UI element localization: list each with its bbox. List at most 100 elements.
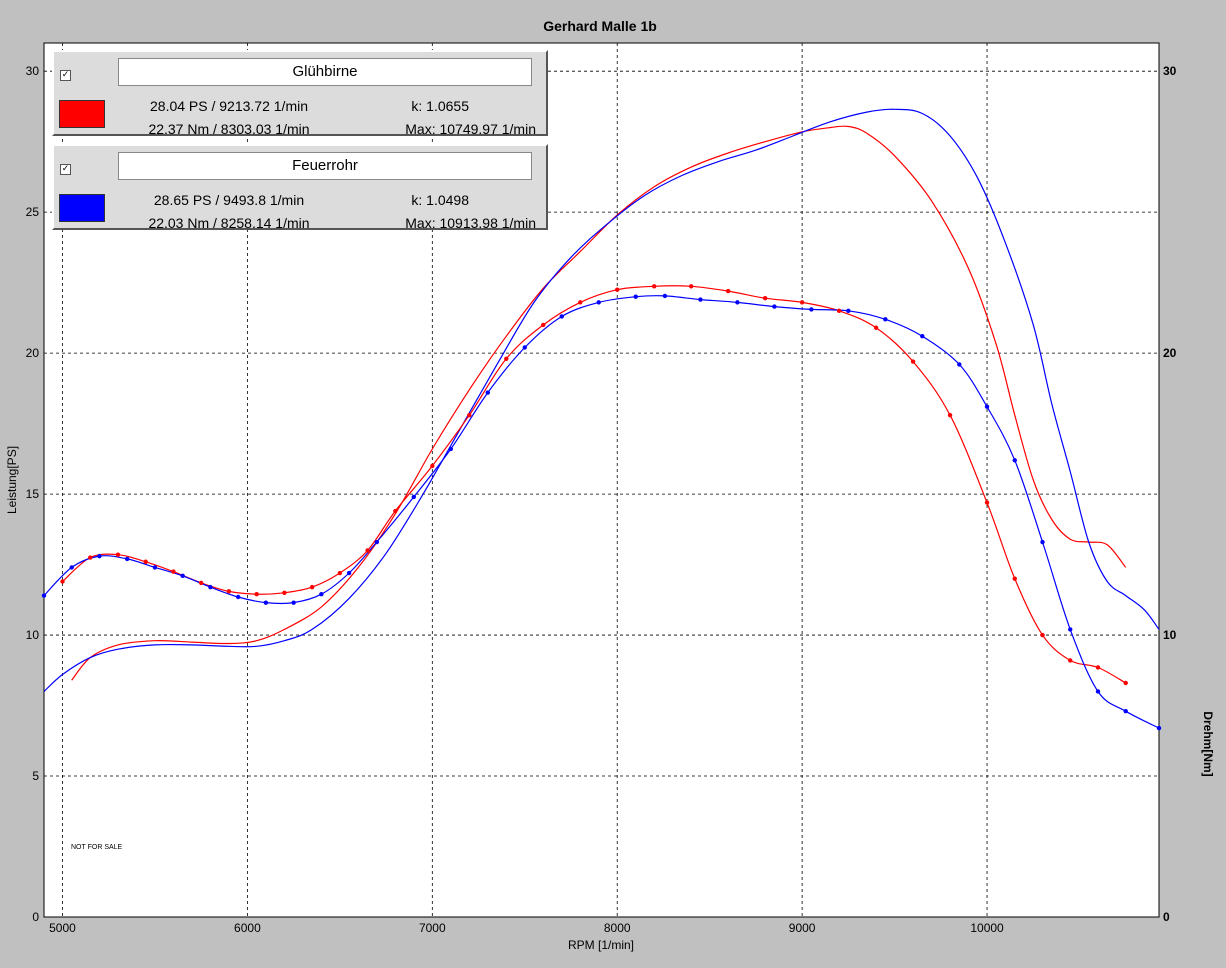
torque-point <box>125 556 130 562</box>
series-line-power <box>43 108 1160 692</box>
torque-point <box>282 590 287 595</box>
torque-point <box>920 334 925 339</box>
torque-point <box>485 390 490 395</box>
torque-point <box>309 584 315 590</box>
legend-k-factor: k: 1.0498 <box>411 192 469 208</box>
torque-point <box>254 591 259 597</box>
torque-point <box>337 570 343 576</box>
torque-point <box>1068 627 1073 632</box>
torque-point <box>735 300 740 305</box>
torque-point <box>346 570 352 576</box>
legend-feuerrohr: ✓ Feuerrohr 28.65 PS / 9493.8 1/min k: 1… <box>52 144 548 231</box>
torque-point <box>319 591 324 597</box>
torque-point <box>263 600 269 605</box>
torque-point <box>448 446 453 452</box>
torque-point <box>662 293 668 299</box>
legend-k-factor: k: 1.0655 <box>411 98 469 114</box>
legend-series-name: Glühbirne <box>118 58 532 86</box>
legend-max-rpm: Max: 10913.98 1/min <box>405 215 536 231</box>
legend-color-swatch[interactable] <box>59 194 105 222</box>
torque-point <box>115 552 121 557</box>
legend-checkbox[interactable]: ✓ <box>60 70 71 81</box>
torque-point <box>504 356 509 361</box>
torque-point <box>1095 665 1101 670</box>
y-tick-label-left: 15 <box>26 487 40 501</box>
torque-point <box>799 300 805 305</box>
x-tick-label: 10000 <box>970 921 1004 935</box>
torque-point <box>1123 680 1128 686</box>
torque-point <box>1156 725 1162 731</box>
y-tick-label-left: 25 <box>26 205 40 219</box>
tick-labels: 5000 6000 7000 8000 9000 10000 0 5 10 15 20 25 30 0 10… <box>26 64 1177 935</box>
legend-checkbox[interactable]: ✓ <box>60 164 71 175</box>
x-axis-label: RPM [1/min] <box>568 938 634 952</box>
torque-point <box>698 297 703 302</box>
torque-point <box>883 317 888 322</box>
torque-point <box>1040 539 1045 545</box>
legend-gluehbirne: ✓ Glühbirne 28.04 PS / 9213.72 1/min k: … <box>52 50 548 137</box>
torque-point <box>910 359 916 364</box>
torque-point <box>208 584 213 590</box>
torque-point <box>578 300 583 305</box>
legend-max-rpm: Max: 10749.97 1/min <box>405 121 536 137</box>
not-for-sale-note: NOT FOR SALE <box>71 844 123 851</box>
torque-point <box>688 284 694 289</box>
y-tick-label-right: 10 <box>1163 628 1177 642</box>
x-tick-label: 8000 <box>604 921 631 935</box>
torque-point <box>430 463 435 469</box>
torque-point <box>171 569 176 574</box>
torque-point <box>651 284 657 289</box>
torque-point <box>226 589 232 594</box>
torque-point <box>596 300 601 305</box>
y-axis-label-left: Leistung[PS] <box>5 446 19 514</box>
torque-point <box>1012 458 1017 463</box>
y-tick-label-right: 30 <box>1163 64 1177 78</box>
legend-max-power: 28.65 PS / 9493.8 1/min <box>153 192 305 208</box>
torque-point <box>633 294 638 299</box>
y-tick-label-left: 5 <box>32 769 39 783</box>
torque-point <box>762 295 768 301</box>
torque-point <box>846 308 851 314</box>
torque-point <box>984 404 990 409</box>
legend-series-name: Feuerrohr <box>118 152 532 180</box>
torque-point <box>984 500 990 505</box>
y-tick-label-left: 20 <box>26 346 40 360</box>
torque-point <box>873 325 879 330</box>
torque-point <box>41 593 47 598</box>
torque-point <box>88 555 93 560</box>
torque-point <box>947 412 953 418</box>
torque-point <box>615 287 620 292</box>
torque-point <box>541 322 546 328</box>
y-tick-label-left: 10 <box>26 628 40 642</box>
x-tick-label: 5000 <box>49 921 76 935</box>
legend-max-torque: 22.03 Nm / 8258.14 1/min <box>148 215 310 231</box>
legend-max-torque: 22.37 Nm / 8303.03 1/min <box>148 121 310 137</box>
x-tick-label: 9000 <box>789 921 816 935</box>
torque-point <box>69 565 74 570</box>
y-tick-label-left: 30 <box>26 64 40 78</box>
x-tick-label: 6000 <box>234 921 261 935</box>
torque-point <box>809 307 814 312</box>
torque-point <box>235 594 241 600</box>
torque-point <box>365 548 370 553</box>
y-tick-label-left: 0 <box>32 910 39 924</box>
torque-point <box>374 539 380 545</box>
torque-point <box>836 308 842 314</box>
series-line-power <box>71 125 1127 681</box>
chart-title: Gerhard Malle 1b <box>543 18 657 34</box>
torque-markers <box>41 284 1162 731</box>
torque-point <box>152 565 158 570</box>
torque-point <box>1040 632 1045 638</box>
y-tick-label-right: 20 <box>1163 346 1177 360</box>
torque-point <box>143 559 148 564</box>
torque-point <box>1095 689 1101 694</box>
torque-point <box>725 288 731 294</box>
torque-point <box>957 362 962 367</box>
torque-point <box>60 579 65 584</box>
legend-color-swatch[interactable] <box>59 100 105 128</box>
torque-point <box>1068 658 1073 663</box>
y-tick-label-right: 0 <box>1163 910 1170 924</box>
torque-point <box>411 494 417 500</box>
torque-point <box>522 345 527 350</box>
torque-point <box>393 508 398 514</box>
